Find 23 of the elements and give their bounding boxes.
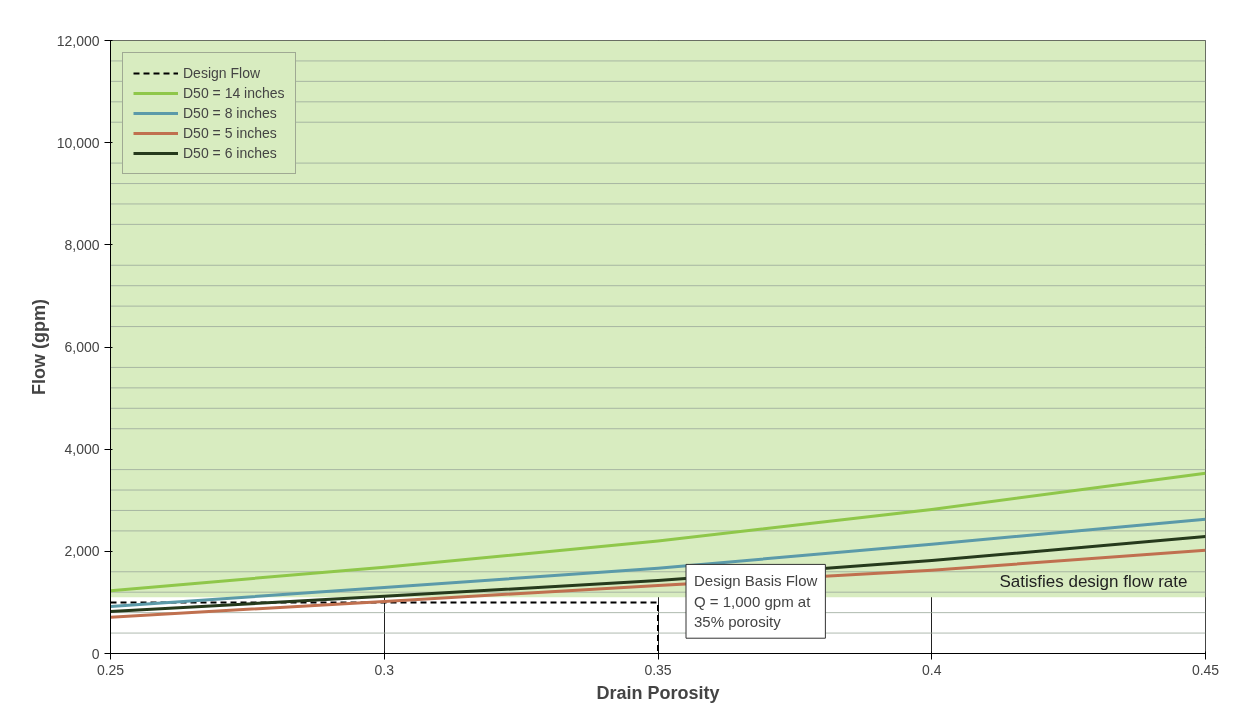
- x-axis-title: Drain Porosity: [596, 682, 720, 703]
- legend-label: D50 = 5 inches: [183, 125, 277, 141]
- y-axis-title: Flow (gpm): [28, 299, 49, 395]
- y-tick-label: 0: [91, 645, 100, 662]
- y-tick-label: 4,000: [64, 441, 100, 458]
- y-tick-label: 10,000: [56, 134, 100, 151]
- x-tick-label: 0.25: [96, 661, 125, 678]
- x-tick-label: 0.4: [922, 661, 942, 678]
- x-tick-label: 0.3: [374, 661, 395, 678]
- y-tick-label: 8,000: [64, 236, 100, 253]
- x-tick-label: 0.35: [644, 661, 672, 678]
- legend-label: D50 = 8 inches: [183, 105, 277, 121]
- y-tick-label: 2,000: [64, 543, 100, 560]
- legend-label: D50 = 14 inches: [183, 85, 285, 101]
- annotation: Design Basis Flow Q = 1,000 gpm at 35% porosity: [694, 572, 818, 631]
- y-tick-label: 12,000: [56, 32, 100, 49]
- band-label: Satisfies design flow rate: [999, 572, 1188, 592]
- x-tick-label: 0.45: [1191, 661, 1220, 678]
- line-series: [110, 517, 1206, 608]
- y-tick-label: 6,000: [64, 339, 100, 355]
- legend-label: D50 = 6 inches: [183, 145, 277, 161]
- legend-label: Design Flow: [183, 65, 261, 81]
- line-series: [110, 471, 1206, 593]
